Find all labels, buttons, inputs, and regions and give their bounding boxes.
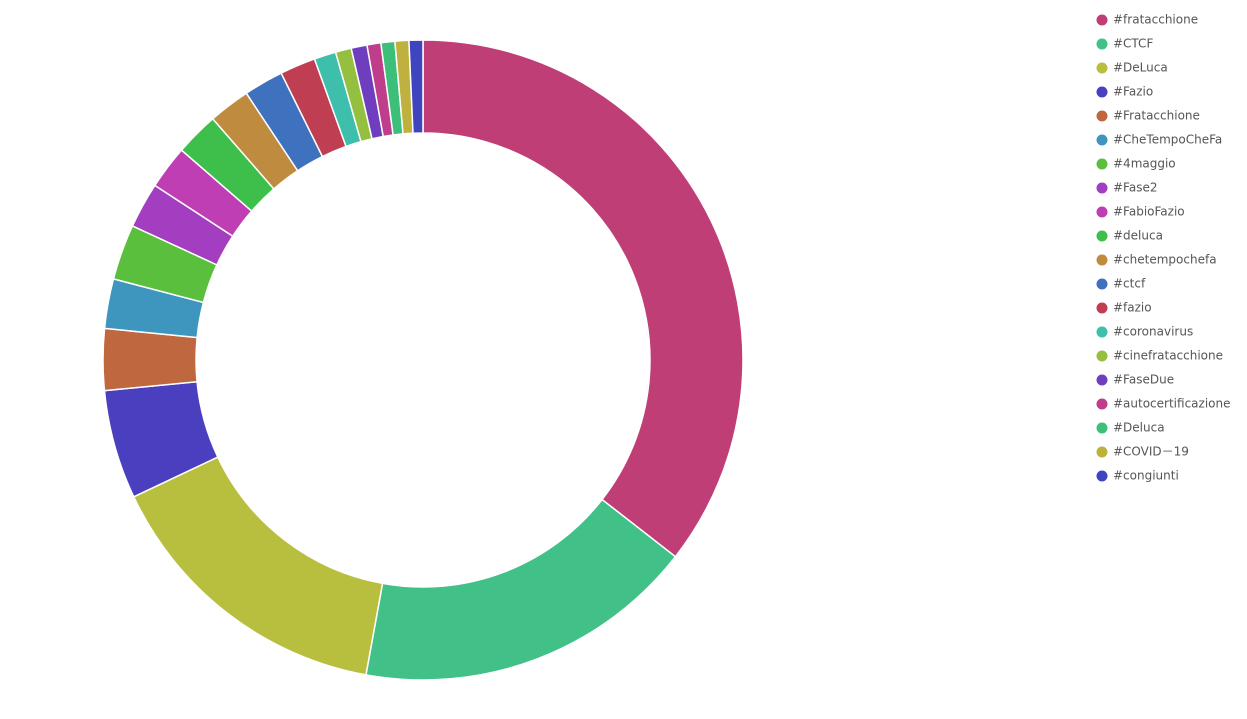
slice xyxy=(102,327,198,392)
legend-swatch xyxy=(1096,62,1108,74)
legend-swatch xyxy=(1096,326,1108,338)
legend-label: #chetempochefa xyxy=(1113,253,1217,267)
legend-label: #coronavirus xyxy=(1113,325,1193,339)
legend-label: #CheTempoCheFa xyxy=(1113,133,1222,147)
legend-swatch xyxy=(1096,446,1108,458)
legend-swatch xyxy=(1096,398,1108,410)
legend-label: #fratacchione xyxy=(1113,13,1198,27)
legend-label: #Fazio xyxy=(1113,85,1153,99)
legend-label: #autocertificazione xyxy=(1113,397,1231,411)
legend-label: #DeLuca xyxy=(1113,61,1168,75)
legend-label: #deluca xyxy=(1113,229,1163,243)
legend-label: #4maggio xyxy=(1113,157,1176,171)
legend-label: #Fase2 xyxy=(1113,181,1157,195)
slice xyxy=(132,456,384,676)
legend-label: #CTCF xyxy=(1113,37,1153,51)
legend-label: #COVID－19 xyxy=(1113,445,1189,459)
slice xyxy=(422,39,744,558)
legend-swatch xyxy=(1096,206,1108,218)
legend-swatch xyxy=(1096,422,1108,434)
legend-label: #FabioFazio xyxy=(1113,205,1185,219)
legend-label: #congiunti xyxy=(1113,469,1179,483)
legend-swatch xyxy=(1096,158,1108,170)
legend-swatch xyxy=(1096,38,1108,50)
legend-label: #fazio xyxy=(1113,301,1152,315)
legend-label: #FaseDue xyxy=(1113,373,1174,387)
legend-swatch xyxy=(1096,86,1108,98)
legend-label: #Deluca xyxy=(1113,421,1165,435)
slice xyxy=(365,498,677,681)
legend-swatch xyxy=(1096,230,1108,242)
legend-swatch xyxy=(1096,302,1108,314)
legend-swatch xyxy=(1096,254,1108,266)
legend-swatch xyxy=(1096,14,1108,26)
legend-label: #Fratacchione xyxy=(1113,109,1200,123)
legend-swatch xyxy=(1096,374,1108,386)
legend-label: #cinefratacchione xyxy=(1113,349,1223,363)
legend-label: #ctcf xyxy=(1113,277,1146,291)
legend-swatch xyxy=(1096,470,1108,482)
legend-swatch xyxy=(1096,350,1108,362)
legend-swatch xyxy=(1096,110,1108,122)
legend-swatch xyxy=(1096,278,1108,290)
legend-swatch xyxy=(1096,182,1108,194)
slice xyxy=(408,39,424,135)
legend-swatch xyxy=(1096,134,1108,146)
